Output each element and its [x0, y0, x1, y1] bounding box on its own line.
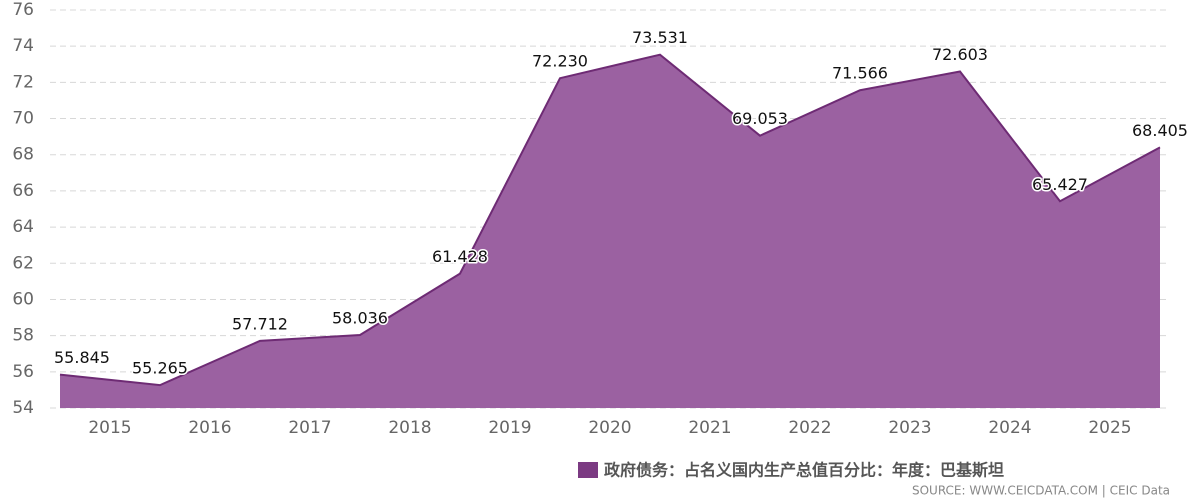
x-tick-label: 2023	[888, 418, 931, 438]
data-label: 55.845	[54, 348, 110, 367]
legend-label: 政府债务：占名义国内生产总值百分比：年度：巴基斯坦	[604, 461, 1004, 480]
x-tick-label: 2016	[188, 418, 231, 438]
y-tick-label: 60	[12, 289, 34, 309]
legend-swatch	[578, 462, 598, 478]
x-tick-label: 2017	[288, 418, 331, 438]
data-label: 61.428	[432, 247, 488, 266]
y-tick-label: 62	[12, 253, 34, 273]
y-tick-label: 70	[12, 109, 34, 129]
data-label: 58.036	[332, 308, 388, 327]
y-tick-label: 54	[12, 398, 34, 418]
data-label: 69.053	[732, 109, 788, 128]
data-label: 73.531	[632, 28, 688, 47]
source: SOURCE: WWW.CEICDATA.COM | CEIC Data	[912, 484, 1170, 498]
data-label: 55.265	[132, 359, 188, 378]
y-tick-label: 58	[12, 326, 34, 346]
x-tick-label: 2021	[688, 418, 731, 438]
x-tick-label: 2020	[588, 418, 631, 438]
data-label: 72.603	[932, 45, 988, 64]
y-tick-label: 74	[12, 36, 34, 56]
x-tick-label: 2022	[788, 418, 831, 438]
area	[60, 54, 1160, 409]
y-tick-label: 56	[12, 362, 34, 382]
y-tick-label: 76	[12, 0, 34, 20]
data-label: 72.230	[532, 52, 588, 71]
y-tick-label: 72	[12, 72, 34, 92]
x-tick-label: 2024	[988, 418, 1031, 438]
data-label: 68.405	[1132, 121, 1188, 140]
x-tick-label: 2015	[88, 418, 131, 438]
y-tick-label: 66	[12, 181, 34, 201]
data-label: 71.566	[832, 64, 888, 83]
y-tick-label: 68	[12, 145, 34, 165]
line	[59, 53, 1161, 387]
y-tick-label: 64	[12, 217, 34, 237]
data-label: 65.427	[1032, 175, 1088, 194]
x-tick-label: 2019	[488, 418, 531, 438]
x-tick-label: 2018	[388, 418, 431, 438]
x-tick-label: 2025	[1088, 418, 1131, 438]
data-label: 57.712	[232, 314, 288, 333]
